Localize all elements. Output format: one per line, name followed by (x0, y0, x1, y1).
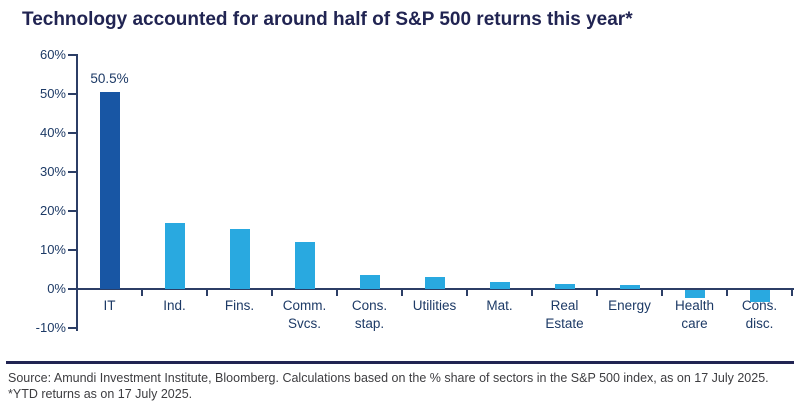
x-axis-tick (271, 290, 273, 296)
category-label: Fins. (224, 298, 255, 313)
category-label: Comm. Svcs. (282, 298, 327, 331)
category-label: Ind. (163, 298, 186, 313)
category-label: IT (103, 298, 116, 313)
y-axis-tick (68, 171, 76, 173)
chart-title: Technology accounted for around half of … (22, 9, 633, 30)
bar (229, 228, 250, 289)
category-label: Utilities (412, 298, 457, 313)
y-axis-tick (68, 327, 76, 329)
y-axis (76, 54, 78, 331)
category-label: Real Estate (545, 298, 584, 331)
bar (424, 277, 445, 289)
x-axis-tick (141, 290, 143, 296)
x-axis-tick (206, 290, 208, 296)
y-axis-tick (68, 249, 76, 251)
y-tick-label: 60% (39, 47, 66, 62)
y-tick-label: 20% (39, 203, 66, 218)
y-tick-label: 30% (39, 164, 66, 179)
bar (164, 222, 185, 289)
x-axis-tick (661, 290, 663, 296)
bar (554, 284, 575, 289)
value-label: 50.5% (90, 71, 129, 87)
x-axis-tick (531, 290, 533, 296)
bar (489, 281, 510, 289)
x-axis-tick (596, 290, 598, 296)
bar (294, 242, 315, 289)
x-axis-tick (401, 290, 403, 296)
source-note: Source: Amundi Investment Institute, Blo… (8, 371, 769, 401)
bar (99, 92, 120, 289)
y-tick-label: 50% (39, 86, 66, 101)
y-tick-label: 40% (39, 125, 66, 140)
plot-area: 60% 50% 40% 30% 20% 10% 0% -10% IT Ind. Fins. Comm.… (35, 47, 794, 335)
y-axis-tick (68, 288, 76, 290)
y-tick-label: 10% (39, 242, 66, 257)
category-label: Cons. stap. (351, 298, 388, 331)
y-axis-tick (68, 210, 76, 212)
x-axis-tick (466, 290, 468, 296)
x-axis-tick (726, 290, 728, 296)
y-axis-tick (68, 54, 76, 56)
category-label: Mat. (486, 298, 513, 313)
category-label: Cons. disc. (741, 298, 778, 331)
bar (749, 290, 770, 302)
x-axis (76, 288, 794, 290)
x-axis-tick (336, 290, 338, 296)
footer-divider-line (6, 361, 794, 364)
y-tick-label: 0% (47, 281, 66, 296)
y-axis-tick (68, 93, 76, 95)
x-axis-tick (791, 290, 793, 296)
category-label: Energy (608, 298, 651, 313)
bar (619, 285, 640, 289)
bar (684, 290, 705, 298)
bar (359, 275, 380, 289)
y-tick-label: -10% (35, 320, 66, 335)
y-axis-tick (68, 132, 76, 134)
category-label: Health care (674, 298, 715, 331)
